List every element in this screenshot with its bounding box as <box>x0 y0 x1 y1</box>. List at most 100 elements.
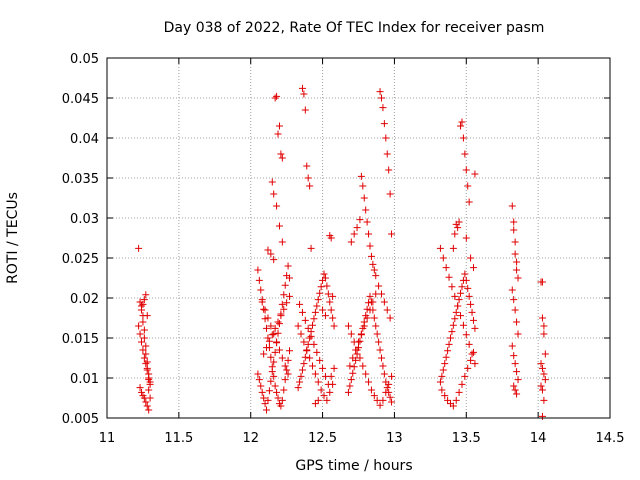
data-point <box>465 198 473 206</box>
data-point <box>540 370 548 378</box>
data-point <box>441 360 449 368</box>
data-point <box>140 334 148 342</box>
data-point <box>464 284 472 292</box>
data-point <box>314 396 322 404</box>
data-point <box>540 396 548 404</box>
data-point <box>510 352 518 360</box>
data-point <box>273 202 281 210</box>
data-point <box>537 360 545 368</box>
data-point <box>263 344 271 352</box>
data-point <box>140 296 148 304</box>
data-points <box>135 84 549 420</box>
data-point <box>462 234 470 242</box>
data-point <box>455 296 463 304</box>
data-point <box>142 342 150 350</box>
data-point <box>467 356 475 364</box>
data-point <box>513 258 521 266</box>
data-point <box>309 362 317 370</box>
data-point <box>362 206 370 214</box>
data-point <box>284 262 292 270</box>
data-point <box>296 378 304 386</box>
data-point <box>317 283 325 291</box>
data-point <box>301 316 309 324</box>
y-tick-label: 0.045 <box>62 92 99 107</box>
data-point <box>511 360 519 368</box>
data-point <box>448 328 456 336</box>
y-axis-title: ROTI / TECUs <box>5 192 21 284</box>
data-point <box>310 340 318 348</box>
data-point <box>307 332 315 340</box>
data-point <box>298 84 306 92</box>
data-point <box>297 330 305 338</box>
data-point <box>136 330 144 338</box>
data-point <box>260 394 268 402</box>
data-point <box>281 376 289 384</box>
data-point <box>369 298 377 306</box>
data-point <box>465 340 473 348</box>
data-point <box>307 244 315 252</box>
data-point <box>459 134 467 142</box>
data-point <box>444 396 452 404</box>
data-point <box>319 306 327 314</box>
data-point <box>142 291 150 299</box>
data-point <box>349 354 357 362</box>
data-point <box>330 364 338 372</box>
data-point <box>451 292 459 300</box>
x-tick-label: 12 <box>242 431 259 446</box>
data-point <box>538 278 546 286</box>
data-point <box>363 305 371 313</box>
point-series <box>254 92 294 414</box>
data-point <box>446 334 454 342</box>
data-point <box>323 396 331 404</box>
data-point <box>514 376 522 384</box>
data-point <box>257 286 265 294</box>
data-point <box>303 346 311 354</box>
data-point <box>270 256 278 264</box>
plot-frame <box>106 57 611 419</box>
data-point <box>140 354 148 362</box>
data-point <box>458 118 466 126</box>
data-point <box>365 378 373 386</box>
data-point <box>436 378 444 386</box>
point-series <box>344 88 396 409</box>
data-point <box>284 356 292 364</box>
data-point <box>304 174 312 182</box>
data-point <box>268 331 276 339</box>
data-point <box>313 302 321 310</box>
data-point <box>461 270 469 278</box>
x-tick-label: 14.5 <box>596 431 625 446</box>
data-point <box>320 270 328 278</box>
data-point <box>277 150 285 158</box>
x-tick-label: 13 <box>386 431 403 446</box>
data-point <box>136 384 144 392</box>
data-point <box>143 364 151 372</box>
data-point <box>346 382 354 390</box>
data-point <box>363 314 371 322</box>
point-series <box>135 244 154 414</box>
data-point <box>275 346 283 354</box>
data-point <box>464 364 472 372</box>
data-point <box>439 366 447 374</box>
data-point <box>286 347 294 355</box>
data-point <box>283 299 291 307</box>
data-point <box>380 120 388 128</box>
data-point <box>298 308 306 316</box>
data-point <box>514 274 522 282</box>
data-point <box>135 322 143 330</box>
data-point <box>327 372 335 380</box>
data-point <box>281 362 289 370</box>
data-point <box>320 392 328 400</box>
data-point <box>301 353 309 361</box>
data-point <box>304 324 312 332</box>
data-point <box>321 312 329 320</box>
data-point <box>311 400 319 408</box>
data-point <box>510 218 518 226</box>
data-point <box>145 406 153 414</box>
data-point <box>513 390 521 398</box>
data-point <box>436 244 444 252</box>
x-tick-labels: 11 11.5 12 12.5 13 13.5 14 14.5 <box>99 431 625 446</box>
data-point <box>294 384 302 392</box>
data-point <box>258 298 266 306</box>
data-point <box>260 305 268 313</box>
data-point <box>311 370 319 378</box>
